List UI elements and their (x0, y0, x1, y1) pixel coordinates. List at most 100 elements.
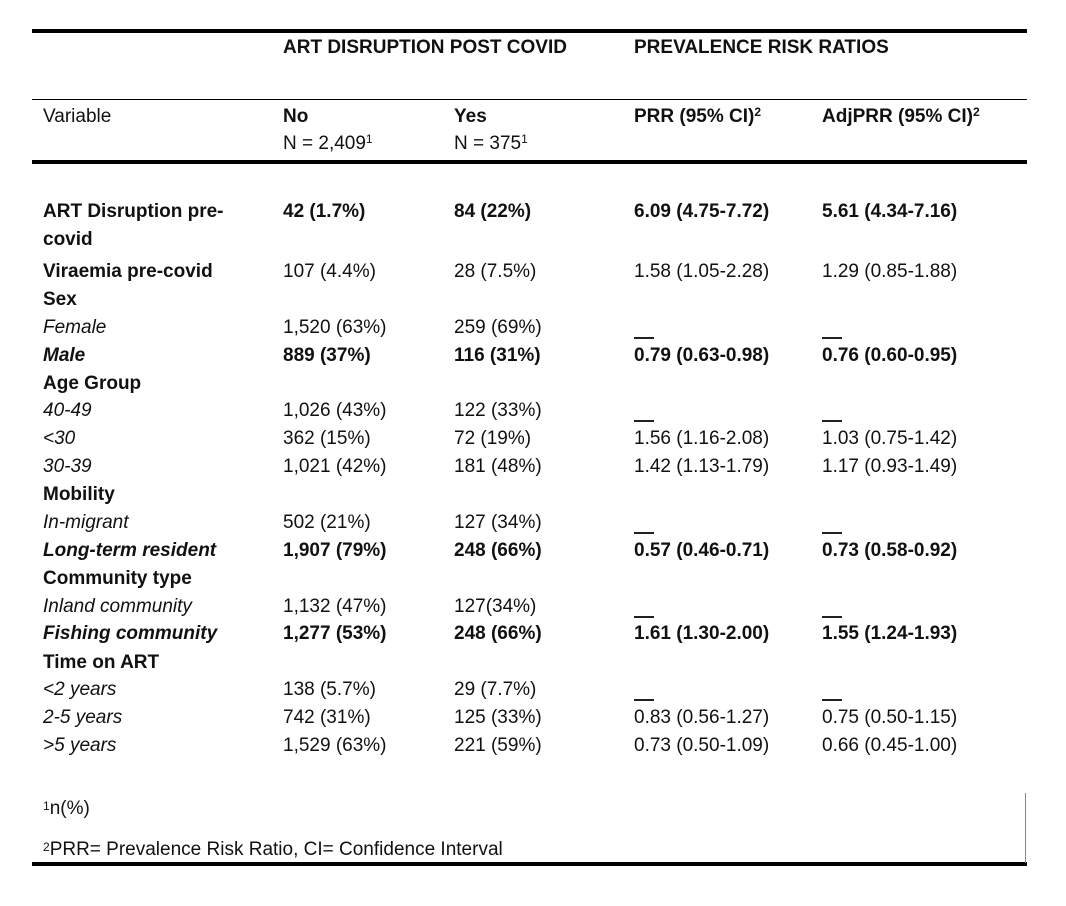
cell-yes: 248 (66%) (454, 540, 542, 561)
cell-yes: 72 (19%) (454, 428, 532, 449)
cell-no: 1,026 (43%) (283, 400, 387, 421)
cell-yes: 259 (69%) (454, 317, 542, 338)
reference-dash (822, 532, 842, 534)
column-header-yes: Yes (454, 106, 487, 127)
column-header-prr: PRR (95% CI)2 (634, 103, 761, 131)
reference-dash (822, 420, 842, 422)
row-label-long-term-resident: Long-term resident (43, 540, 217, 561)
group-label-sex: Sex (43, 289, 77, 310)
footnote-1: 1n(%) (43, 797, 90, 821)
cell-no: 42 (1.7%) (283, 201, 366, 222)
cell-adjprr: 0.75 (0.50-1.15) (822, 707, 958, 728)
cell-yes: 29 (7.7%) (454, 679, 537, 700)
row-label-fishing-community: Fishing community (43, 623, 218, 644)
cell-prr: 0.57 (0.46-0.71) (634, 540, 770, 561)
row-label-under-2-years: <2 years (43, 679, 117, 700)
cell-adjprr: 1.29 (0.85-1.88) (822, 261, 958, 282)
group-label-community-type: Community type (43, 568, 192, 589)
cell-yes: 116 (31%) (454, 345, 541, 366)
cell-adjprr: 1.03 (0.75-1.42) (822, 428, 958, 449)
group-header-prevalence-risk-ratios: PREVALENCE RISK RATIOS (634, 37, 889, 58)
cell-adjprr: 0.66 (0.45-1.00) (822, 735, 958, 756)
footnote-2: 2PRR= Prevalence Risk Ratio, CI= Confide… (43, 838, 503, 862)
cell-yes: 122 (33%) (454, 400, 542, 421)
cell-adjprr: 1.17 (0.93-1.49) (822, 456, 958, 477)
cell-no: 1,907 (79%) (283, 540, 387, 561)
cell-no: 502 (21%) (283, 512, 371, 533)
footnote-2-marker: 2 (43, 840, 50, 854)
cell-prr: 1.42 (1.13-1.79) (634, 456, 770, 477)
cell-prr: 1.56 (1.16-2.08) (634, 428, 770, 449)
column-header-yes-count: N = 3751 (454, 130, 528, 158)
cell-prr: 6.09 (4.75-7.72) (634, 201, 770, 222)
reference-dash (822, 699, 842, 701)
cell-yes: 28 (7.5%) (454, 261, 537, 282)
cell-prr: 1.61 (1.30-2.00) (634, 623, 770, 644)
row-label-art-disruption: ART Disruption pre- (43, 201, 224, 222)
column-header-variable: Variable (43, 106, 112, 127)
prr-footnote-marker: 2 (754, 105, 762, 119)
cell-prr: 0.73 (0.50-1.09) (634, 735, 770, 756)
row-label-age-30-39: 30-39 (43, 456, 92, 477)
cell-yes: 127(34%) (454, 596, 537, 617)
cell-adjprr: 5.61 (4.34-7.16) (822, 201, 958, 222)
row-label-in-migrant: In-migrant (43, 512, 129, 533)
cell-no: 1,277 (53%) (283, 623, 387, 644)
group-header-art-disruption: ART DISRUPTION POST COVID (283, 37, 567, 58)
footnote-1-text: n(%) (49, 798, 90, 819)
cell-no: 1,021 (42%) (283, 456, 387, 477)
row-label-female: Female (43, 317, 107, 338)
cell-yes: 125 (33%) (454, 707, 542, 728)
reference-dash (634, 337, 654, 339)
column-header-bottom-rule (32, 160, 1027, 164)
cell-yes: 84 (22%) (454, 201, 532, 222)
table-bottom-rule (32, 862, 1027, 866)
cell-no: 742 (31%) (283, 707, 371, 728)
reference-dash (634, 699, 654, 701)
header-rule (32, 99, 1027, 100)
cell-no: 1,520 (63%) (283, 317, 387, 338)
cell-prr: 1.58 (1.05-2.28) (634, 261, 770, 282)
cell-prr: 0.79 (0.63-0.98) (634, 345, 770, 366)
group-label-time-on-art: Time on ART (43, 652, 160, 673)
row-label-art-disruption-line2: covid (43, 229, 93, 250)
reference-dash (634, 420, 654, 422)
cell-adjprr: 1.55 (1.24-1.93) (822, 623, 958, 644)
cell-prr: 0.83 (0.56-1.27) (634, 707, 770, 728)
yes-count-text: N = 375 (454, 133, 522, 154)
row-label-viraemia: Viraemia pre-covid (43, 261, 213, 282)
row-label-2-5-years: 2-5 years (43, 707, 123, 728)
adjprr-header-text: AdjPRR (95% CI) (822, 106, 973, 127)
cell-yes: 248 (66%) (454, 623, 542, 644)
cell-yes: 127 (34%) (454, 512, 542, 533)
footnote-1-marker: 1 (43, 799, 50, 813)
row-label-male: Male (43, 345, 86, 366)
cell-adjprr: 0.73 (0.58-0.92) (822, 540, 958, 561)
cell-no: 362 (15%) (283, 428, 371, 449)
reference-dash (822, 337, 842, 339)
table-top-rule (32, 29, 1027, 33)
reference-dash (634, 532, 654, 534)
row-label-age-under-30: <30 (43, 428, 76, 449)
prr-header-text: PRR (95% CI) (634, 106, 755, 127)
reference-dash (822, 616, 842, 618)
group-label-age: Age Group (43, 373, 142, 394)
row-label-inland-community: Inland community (43, 596, 192, 617)
cell-no: 138 (5.7%) (283, 679, 376, 700)
column-header-no-count: N = 2,4091 (283, 130, 373, 158)
yes-count-footnote-marker: 1 (521, 132, 528, 146)
reference-dash (634, 616, 654, 618)
cell-no: 1,132 (47%) (283, 596, 387, 617)
row-label-age-40-49: 40-49 (43, 400, 92, 421)
no-count-footnote-marker: 1 (365, 132, 373, 146)
row-label-over-5-years: >5 years (43, 735, 117, 756)
cell-yes: 221 (59%) (454, 735, 542, 756)
group-label-mobility: Mobility (43, 484, 115, 505)
no-count-text: N = 2,409 (283, 133, 366, 154)
column-header-no: No (283, 106, 309, 127)
cell-no: 107 (4.4%) (283, 261, 376, 282)
adjprr-footnote-marker: 2 (972, 105, 980, 119)
cell-no: 889 (37%) (283, 345, 371, 366)
column-header-adjprr: AdjPRR (95% CI)2 (822, 103, 980, 131)
cell-no: 1,529 (63%) (283, 735, 387, 756)
